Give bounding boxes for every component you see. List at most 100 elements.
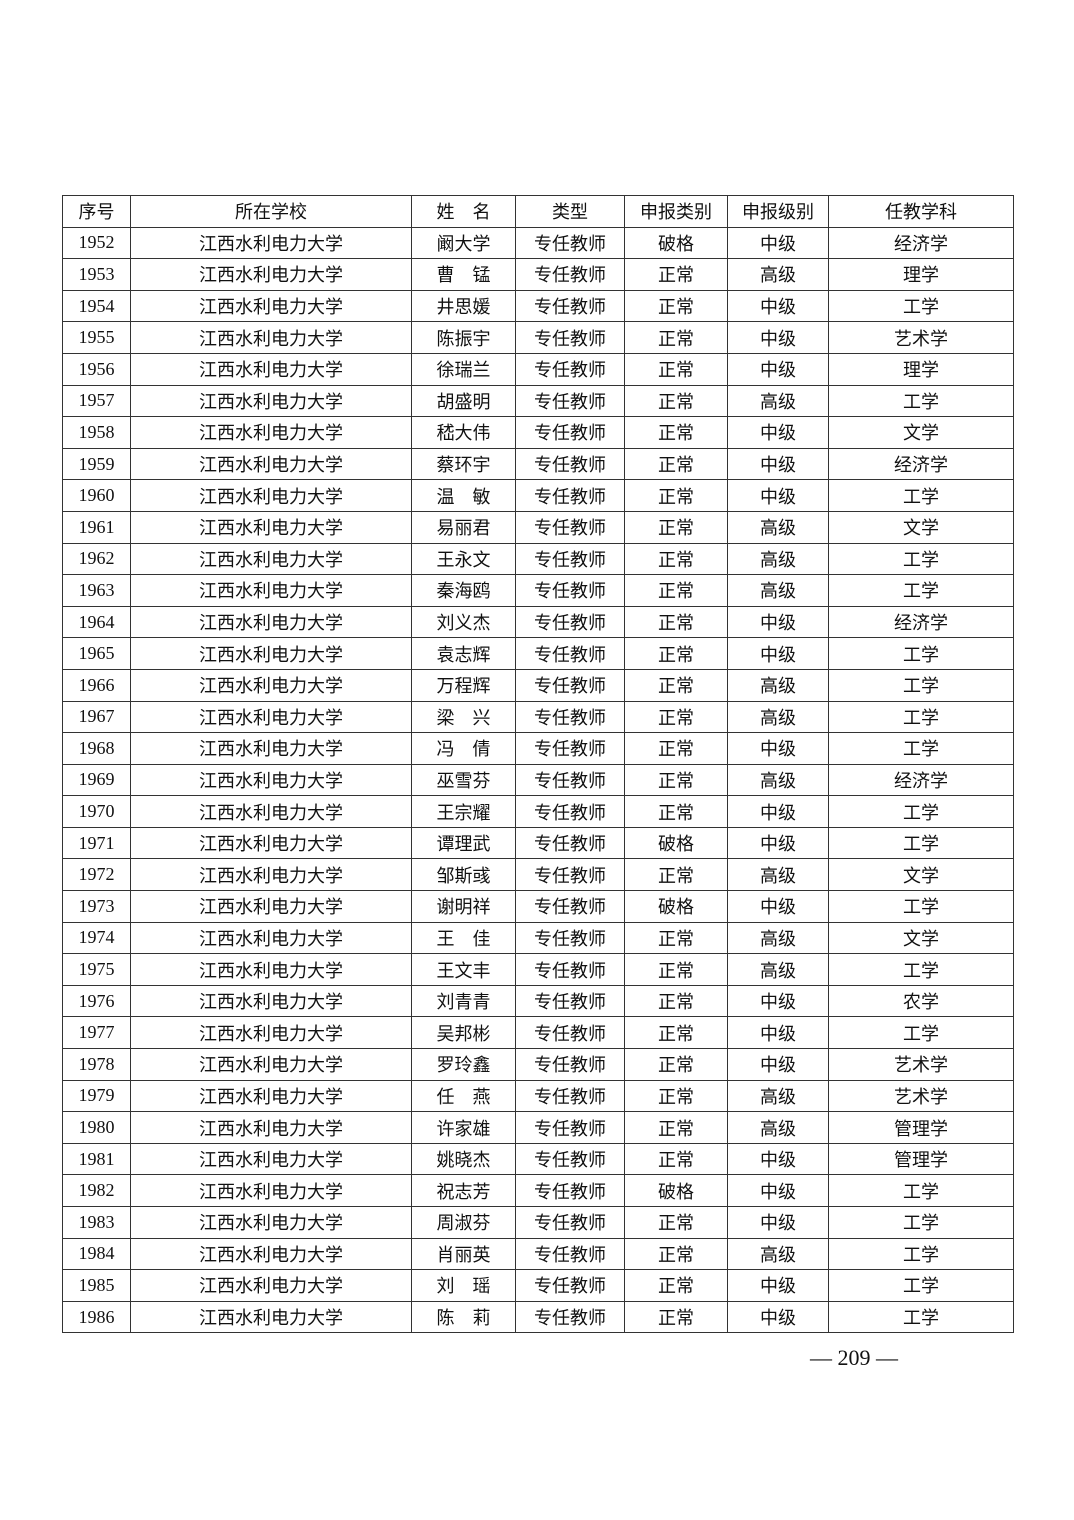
header-level: 申报级别: [727, 195, 829, 228]
cell-school: 江西水利电力大学: [130, 289, 412, 323]
cell-seq: 1980: [62, 1111, 131, 1144]
cell-seq: 1966: [62, 668, 131, 702]
cell-school: 江西水利电力大学: [130, 858, 412, 892]
cell-seq: 1955: [62, 321, 131, 354]
table-row: 1971 江西水利电力大学 谭理武 专任教师 破格 中级 工学: [62, 826, 1014, 860]
cell-type: 专任教师: [515, 1237, 625, 1271]
table-row: 1979 江西水利电力大学任 燕专任教师 正常 高级 艺术学: [62, 1079, 1014, 1113]
cell-school: 江西水利电力大学: [130, 637, 412, 670]
page-number: — 209 —: [810, 1345, 898, 1370]
cell-type: 专任教师: [515, 384, 625, 418]
cell-school: 江西水利电力大学: [130, 668, 412, 702]
cell-seq: 1956: [62, 352, 131, 386]
cell-type: 专任教师: [515, 637, 625, 670]
cell-seq: 1964: [62, 605, 131, 639]
cell-name: 王 佳: [411, 921, 516, 955]
cell-subject: 工学: [828, 1016, 1014, 1050]
cell-seq: 1983: [62, 1206, 131, 1239]
cell-type: 专任教师: [515, 700, 625, 734]
cell-subject: 理学: [828, 352, 1014, 386]
cell-level: 中级: [727, 321, 829, 354]
cell-seq: 1952: [62, 226, 131, 260]
cell-seq: 1963: [62, 574, 131, 607]
cell-level: 中级: [727, 289, 829, 323]
table-row: 1982 江西水利电力大学 祝志芳 专任教师 破格 中级 工学: [62, 1174, 1014, 1207]
cell-name: 蔡环宇: [411, 447, 516, 481]
cell-type: 专任教师: [515, 574, 625, 607]
header-subject: 任教学科: [828, 195, 1014, 228]
cell-name: 秦海鸥: [411, 574, 516, 607]
cell-category: 正常: [624, 352, 728, 386]
cell-subject: 工学: [828, 953, 1014, 986]
cell-seq: 1958: [62, 416, 131, 449]
table-row: 1977 江西水利电力大学 吴邦彬 专任教师 正常 中级 工学: [62, 1016, 1014, 1050]
cell-name: 徐瑞兰: [411, 352, 516, 386]
cell-category: 正常: [624, 1206, 728, 1239]
cell-subject: 文学: [828, 921, 1014, 955]
cell-subject: 经济学: [828, 763, 1014, 797]
cell-subject: 工学: [828, 574, 1014, 607]
cell-level: 高级: [727, 574, 829, 607]
table-body: 1952 江西水利电力大学 阚大学 专任教师 破格 中级 经济学 1953 江西水利电力大学曹 …: [62, 226, 1014, 1334]
cell-name: 王文丰: [411, 953, 516, 986]
cell-type: 专任教师: [515, 795, 625, 828]
cell-seq: 1960: [62, 479, 131, 512]
cell-type: 专任教师: [515, 890, 625, 923]
table-row: 1963 江西水利电力大学 秦海鸥 专任教师 正常 高级 工学: [62, 574, 1014, 607]
header-school: 所在学校: [130, 195, 412, 228]
cell-school: 江西水利电力大学: [130, 763, 412, 797]
table-row: 1956 江西水利电力大学 徐瑞兰 专任教师 正常 中级 理学: [62, 352, 1014, 386]
table-row: 1964 江西水利电力大学 刘义杰 专任教师 正常 中级 经济学: [62, 605, 1014, 639]
cell-category: 破格: [624, 826, 728, 860]
cell-name: 刘青青: [411, 984, 516, 1018]
cell-school: 江西水利电力大学: [130, 321, 412, 354]
cell-level: 中级: [727, 479, 829, 512]
cell-category: 正常: [624, 1079, 728, 1113]
cell-seq: 1961: [62, 510, 131, 544]
cell-school: 江西水利电力大学: [130, 447, 412, 481]
cell-subject: 管理学: [828, 1111, 1014, 1144]
cell-school: 江西水利电力大学: [130, 1048, 412, 1081]
table-row: 1968 江西水利电力大学冯 倩专任教师 正常 中级 工学: [62, 732, 1014, 765]
cell-school: 江西水利电力大学: [130, 1237, 412, 1271]
cell-school: 江西水利电力大学: [130, 826, 412, 860]
cell-level: 高级: [727, 258, 829, 291]
cell-subject: 工学: [828, 890, 1014, 923]
cell-category: 正常: [624, 637, 728, 670]
cell-subject: 理学: [828, 258, 1014, 291]
cell-subject: 文学: [828, 416, 1014, 449]
cell-school: 江西水利电力大学: [130, 1016, 412, 1050]
cell-subject: 工学: [828, 1237, 1014, 1271]
header-seq: 序号: [62, 195, 131, 228]
cell-school: 江西水利电力大学: [130, 1300, 412, 1334]
cell-type: 专任教师: [515, 416, 625, 449]
cell-category: 正常: [624, 1111, 728, 1144]
table-row: 1975 江西水利电力大学 王文丰 专任教师 正常 高级 工学: [62, 953, 1014, 986]
cell-seq: 1975: [62, 953, 131, 986]
cell-category: 正常: [624, 1300, 728, 1334]
cell-name: 嵇大伟: [411, 416, 516, 449]
cell-subject: 艺术学: [828, 1048, 1014, 1081]
cell-category: 正常: [624, 479, 728, 512]
cell-type: 专任教师: [515, 763, 625, 797]
cell-type: 专任教师: [515, 1079, 625, 1113]
cell-category: 正常: [624, 668, 728, 702]
cell-school: 江西水利电力大学: [130, 574, 412, 607]
cell-name: 谢明祥: [411, 890, 516, 923]
cell-school: 江西水利电力大学: [130, 953, 412, 986]
cell-type: 专任教师: [515, 1174, 625, 1207]
cell-category: 破格: [624, 226, 728, 260]
cell-level: 中级: [727, 1048, 829, 1081]
cell-subject: 工学: [828, 826, 1014, 860]
cell-level: 高级: [727, 1111, 829, 1144]
cell-name: 周淑芬: [411, 1206, 516, 1239]
cell-category: 正常: [624, 510, 728, 544]
cell-school: 江西水利电力大学: [130, 510, 412, 544]
cell-name: 万程辉: [411, 668, 516, 702]
cell-subject: 工学: [828, 668, 1014, 702]
cell-seq: 1962: [62, 542, 131, 576]
cell-name: 陈振宇: [411, 321, 516, 354]
cell-seq: 1971: [62, 826, 131, 860]
cell-name: 温 敏: [411, 479, 516, 512]
cell-name: 刘 瑶: [411, 1269, 516, 1302]
